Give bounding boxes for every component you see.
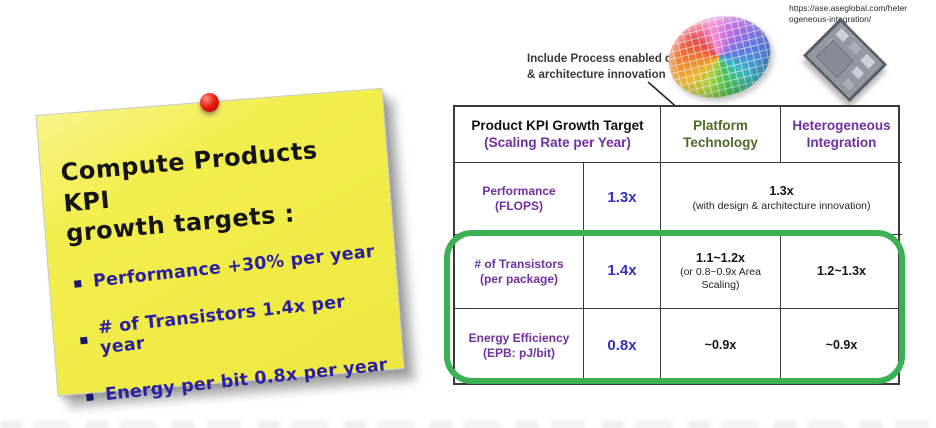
platform-cell-transistors: 1.1~1.2x (or 0.8~0.9x Area Scaling)	[661, 235, 781, 309]
bullet-square-icon	[73, 279, 82, 288]
cell-value-main: 1.3x	[769, 184, 794, 199]
kpi-label-line2: (EPB: pJ/bit)	[483, 346, 555, 360]
list-item: Performance +30% per year	[67, 241, 379, 294]
note-title: Compute Products KPI growth targets :	[59, 130, 378, 250]
bottom-cropped-text-strip	[0, 421, 936, 428]
cell-value-sub: (or 0.8~0.9x Area Scaling)	[680, 266, 761, 292]
note-bullet-text: Performance +30% per year	[92, 241, 376, 292]
source-url: https://ase.aseglobal.com/heter ogeneous…	[789, 3, 919, 26]
chiplet	[846, 39, 864, 57]
kpi-cell-performance: Performance (FLOPS)	[455, 163, 584, 235]
source-url-line2: ogeneous-integration/	[789, 14, 872, 25]
note-bullet-text: Energy per bit 0.8x per year	[104, 355, 389, 406]
callout-line1: Include Process enabled design	[527, 53, 703, 65]
platform-cell-energy: ~0.9x	[661, 309, 781, 383]
kpi-label-line1: # of Transistors	[474, 256, 564, 271]
kpi-cell-transistors: # of Transistors (per package)	[455, 235, 584, 309]
merged-cell-performance: 1.3x (with design & architecture innovat…	[661, 163, 902, 235]
rate-cell-performance: 1.3x	[584, 163, 661, 235]
header-kpi-line2: (Scaling Rate per Year)	[484, 134, 631, 150]
sticky-note: Compute Products KPI growth targets : Pe…	[35, 87, 405, 405]
chip-substrate	[802, 17, 888, 103]
kpi-label-line1: Performance	[482, 183, 556, 198]
header-cell-kpi: Product KPI Growth Target (Scaling Rate …	[455, 107, 661, 163]
header-cell-hetero: Heterogeneous Integration	[781, 107, 902, 163]
rate-cell-energy: 0.8x	[584, 309, 661, 383]
rate-value: 1.4x	[607, 262, 637, 280]
list-item: Energy per bit 0.8x per year	[79, 355, 391, 408]
callout-text: Include Process enabled design & archite…	[527, 52, 707, 83]
header-platform-label: Platform Technology	[683, 117, 758, 150]
chiplet	[841, 76, 857, 92]
rate-value: 0.8x	[607, 336, 637, 354]
chiplet	[858, 52, 877, 71]
header-cell-platform: Platform Technology	[661, 107, 781, 163]
bullet-square-icon	[79, 336, 88, 345]
list-item: # of Transistors 1.4x per year	[72, 288, 386, 361]
rate-cell-transistors: 1.4x	[584, 235, 661, 309]
bullet-square-icon	[86, 393, 94, 401]
header-kpi-line1: Product KPI Growth Target	[471, 117, 644, 133]
push-pin-icon	[200, 93, 219, 112]
kpi-label-line1: Energy Efficiency	[468, 331, 570, 345]
kpi-table: Product KPI Growth Target (Scaling Rate …	[453, 105, 902, 385]
cell-value-sub: (with design & architecture innovation)	[692, 199, 871, 212]
chiplet	[833, 26, 851, 44]
cell-value-main: 1.1~1.2x	[695, 250, 745, 265]
kpi-cell-energy: Energy Efficiency (EPB: pJ/bit)	[455, 309, 584, 383]
cell-value-main: 1.2~1.3x	[816, 263, 866, 278]
kpi-label-line2: (per package)	[479, 271, 559, 286]
chip-interposer	[806, 21, 884, 99]
note-bullet-text: # of Transistors 1.4x per year	[97, 292, 347, 359]
kpi-label-line2: (FLOPS)	[495, 198, 543, 213]
chiplet	[850, 65, 866, 81]
callout-line2: & architecture innovation	[527, 68, 666, 81]
cell-value-main: ~0.9x	[825, 338, 858, 353]
source-url-line1: https://ase.aseglobal.com/heter	[789, 3, 908, 13]
chip-package-image	[797, 17, 893, 103]
cell-value-main: ~0.9x	[704, 338, 737, 353]
note-bullet-list: Performance +30% per year # of Transisto…	[67, 241, 391, 407]
hetero-cell-energy: ~0.9x	[781, 309, 902, 383]
header-hetero-label: Heterogeneous Integration	[792, 117, 891, 150]
rate-value: 1.3x	[607, 189, 637, 207]
hetero-cell-transistors: 1.2~1.3x	[781, 235, 902, 309]
